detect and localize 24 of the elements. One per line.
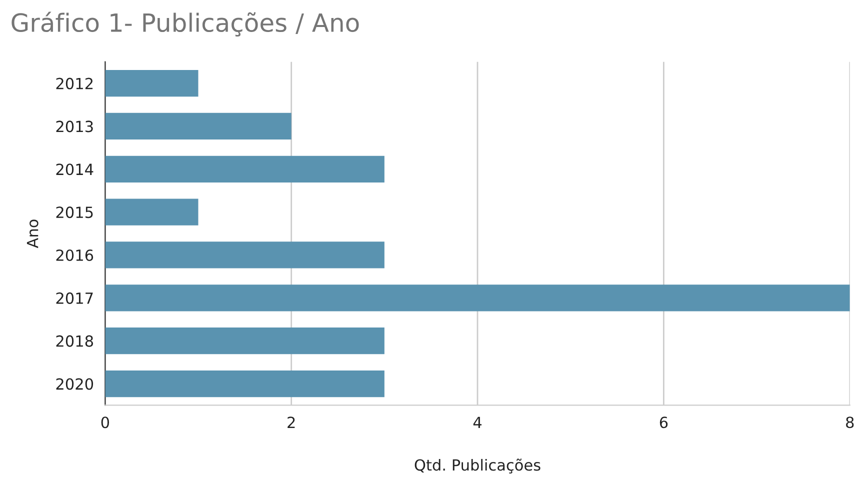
bar	[105, 284, 850, 312]
x-tick-label: 8	[846, 416, 854, 428]
bar	[105, 198, 198, 226]
bar	[105, 156, 384, 182]
bar	[105, 112, 292, 140]
bar	[105, 242, 384, 268]
bar	[105, 370, 384, 398]
y-tick-label: 2017	[56, 292, 93, 304]
bar	[105, 328, 384, 354]
y-axis-title: Ano	[26, 220, 38, 248]
x-axis-title: Qtd. Publicações	[414, 458, 540, 474]
x-tick-label: 4	[473, 416, 482, 428]
y-tick-label: 2014	[56, 164, 94, 176]
x-tick-label: 6	[660, 416, 668, 428]
y-tick-label: 2016	[56, 249, 94, 262]
y-tick-label: 2015	[56, 206, 93, 218]
y-tick-label: 2018	[56, 335, 94, 347]
x-tick-label: 2	[288, 416, 295, 428]
x-tick-label: 0	[101, 416, 110, 428]
y-tick-label: 2013	[56, 120, 93, 132]
bar	[105, 70, 198, 97]
y-tick-label: 2012	[56, 78, 93, 90]
y-tick-label: 2020	[56, 378, 94, 390]
chart-title: Gráfico 1- Publicações / Ano	[12, 12, 359, 37]
